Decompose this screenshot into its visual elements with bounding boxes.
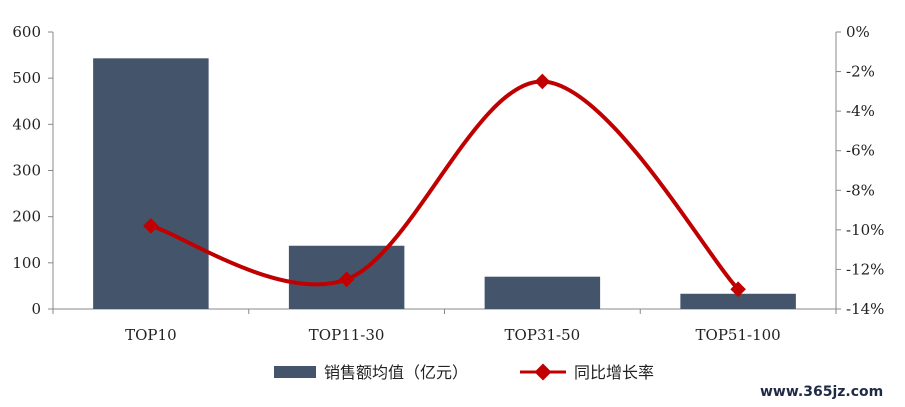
x-axis: TOP10 TOP11-30 TOP31-50 TOP51-100 (52, 308, 837, 344)
right-tick-label: -6% (846, 142, 875, 160)
left-tick-label: 600 (12, 23, 41, 41)
x-tick-label: TOP10 (125, 326, 176, 344)
left-tick-label: 300 (12, 162, 41, 180)
bar (93, 58, 209, 309)
legend-line-label: 同比增长率 (574, 363, 654, 382)
left-tick-label: 500 (12, 69, 41, 87)
right-tick-label: -4% (846, 102, 875, 120)
x-tick-label: TOP11-30 (309, 326, 385, 344)
right-tick-label: -12% (846, 260, 884, 278)
left-tick-label: 100 (12, 254, 41, 272)
bar (680, 293, 796, 309)
bar (484, 276, 601, 309)
growth-line (150, 79, 740, 291)
left-y-axis: 0 100 200 300 400 500 600 (12, 23, 54, 318)
left-tick-label: 400 (12, 115, 41, 133)
x-tick-label: TOP31-50 (505, 326, 581, 344)
legend-line-marker (534, 363, 552, 381)
line-point-marker (143, 218, 159, 234)
legend: 销售额均值（亿元） 同比增长率 (274, 363, 654, 382)
right-y-axis: 0% -2% -4% -6% -8% -10% -12% -14% (835, 23, 884, 318)
left-tick-label: 0 (31, 300, 41, 318)
right-tick-label: -14% (846, 300, 884, 318)
line-series (143, 73, 746, 297)
line-point-marker (534, 73, 551, 90)
left-tick-label: 200 (12, 208, 41, 226)
right-tick-label: -8% (846, 181, 875, 199)
right-tick-label: -2% (846, 63, 875, 81)
legend-bar-swatch (274, 366, 316, 378)
x-tick-label: TOP51-100 (696, 326, 781, 344)
right-tick-label: -10% (846, 221, 884, 239)
legend-bar-label: 销售额均值（亿元） (324, 363, 468, 382)
right-tick-label: 0% (846, 23, 870, 41)
bar-series (93, 58, 796, 309)
watermark: www.365jz.com (760, 384, 883, 400)
